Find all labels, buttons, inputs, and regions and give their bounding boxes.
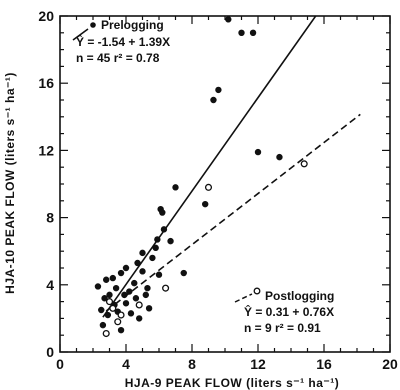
legend-prelogging: Prelogging Ŷ = -1.54 + 1.39X n = 45 r² =…: [72, 18, 170, 65]
x-tick-label: 16: [316, 356, 332, 372]
legend-postlogging-marker: [253, 287, 261, 295]
x-tick-label: 4: [122, 356, 130, 372]
y-tick-label: 8: [46, 210, 54, 226]
prelogging-point: [127, 310, 135, 317]
prelogging-point: [238, 29, 245, 36]
x-tick-label: 0: [56, 356, 64, 372]
prelogging-point: [99, 321, 107, 329]
x-tick-label: 20: [382, 356, 398, 372]
prelogging-point: [112, 284, 120, 292]
prelogging-point: [215, 86, 222, 94]
prelogging-point: [98, 306, 105, 314]
prelogging-point: [131, 279, 138, 287]
postlogging-point: [135, 301, 143, 309]
prelogging-point: [136, 315, 143, 322]
legend-postlogging-stats: n = 9 r² = 0.91: [244, 321, 321, 335]
prelogging-point: [225, 16, 232, 23]
legend-postlogging-line: [234, 293, 253, 303]
prelogging-point: [117, 326, 125, 334]
y-tick-label: 0: [46, 344, 54, 360]
x-tick-label: 8: [188, 356, 196, 372]
prelogging-point: [210, 96, 217, 104]
legend-prelogging-marker: [90, 22, 96, 28]
prelogging-point: [101, 295, 108, 302]
postlogging-point: [114, 318, 122, 326]
prelogging-point: [104, 311, 112, 319]
prelogging-point: [139, 249, 146, 257]
legend-postlogging-name: Postlogging: [265, 289, 334, 303]
y-axis-label: HJA-10 PEAK FLOW (liters s⁻¹ ha⁻¹): [3, 72, 17, 294]
prelogging-point: [106, 291, 113, 299]
prelogging-point: [109, 274, 117, 282]
prelogging-point: [159, 209, 166, 216]
legend-prelogging-stats: n = 45 r² = 0.78: [76, 51, 160, 65]
prelogging-point: [249, 29, 257, 36]
postlogging-point: [300, 160, 308, 168]
prelogging-point: [202, 200, 209, 208]
prelogging-point: [122, 300, 130, 307]
prelogging-point: [276, 153, 283, 161]
postlogging-point: [105, 298, 114, 306]
y-tick-label: 16: [38, 75, 54, 91]
y-tick-label: 4: [46, 277, 54, 293]
prelogging-point: [94, 283, 102, 290]
prelogging-point: [132, 295, 140, 302]
postlogging-point: [204, 183, 213, 191]
x-axis-label: HJA-9 PEAK FLOW (liters s⁻¹ ha⁻¹): [125, 376, 340, 390]
plot-layer: 0 4 8 12 16 20 0 4 8 12 16 20: [38, 8, 398, 372]
postlogging-point: [117, 311, 125, 319]
prelogging-point: [172, 184, 179, 191]
prelogging-point: [145, 305, 153, 312]
legend-prelogging-equation: Ŷ = -1.54 + 1.39X: [76, 34, 170, 49]
legend-postlogging-equation: Ŷ = 0.31 + 0.76X: [244, 304, 334, 319]
y-tick-label: 12: [38, 142, 54, 158]
x-tick-label: 12: [250, 356, 266, 372]
prelogging-point: [102, 276, 110, 283]
legend-prelogging-line: [72, 28, 89, 41]
prelogging-point: [144, 284, 151, 292]
legend-prelogging-name: Prelogging: [101, 18, 164, 32]
prelogging-point: [134, 259, 141, 267]
prelogging-point: [160, 226, 168, 233]
postlogging-point: [162, 284, 170, 292]
prelogging-point: [126, 288, 133, 295]
prelogging-point: [139, 268, 146, 275]
prelogging-point: [122, 264, 130, 272]
prelogging-point: [121, 291, 128, 299]
postlogging-fit-line: [105, 113, 361, 312]
prelogging-point: [154, 236, 161, 243]
prelogging-fit-line: [102, 16, 317, 318]
prelogging-point: [167, 237, 174, 245]
y-tick-label: 20: [38, 8, 54, 24]
prelogging-point: [152, 244, 159, 252]
prelogging-point: [254, 148, 262, 156]
legend-postlogging: Postlogging Ŷ = 0.31 + 0.76X n = 9 r² = …: [234, 287, 334, 335]
prelogging-point: [180, 269, 187, 277]
postlogging-point: [109, 304, 117, 312]
marks-layer: [94, 16, 361, 338]
postlogging-point: [102, 329, 110, 338]
prelogging-point: [142, 291, 150, 299]
prelogging-point: [117, 269, 125, 277]
prelogging-point: [155, 271, 163, 278]
prelogging-point: [149, 254, 156, 262]
